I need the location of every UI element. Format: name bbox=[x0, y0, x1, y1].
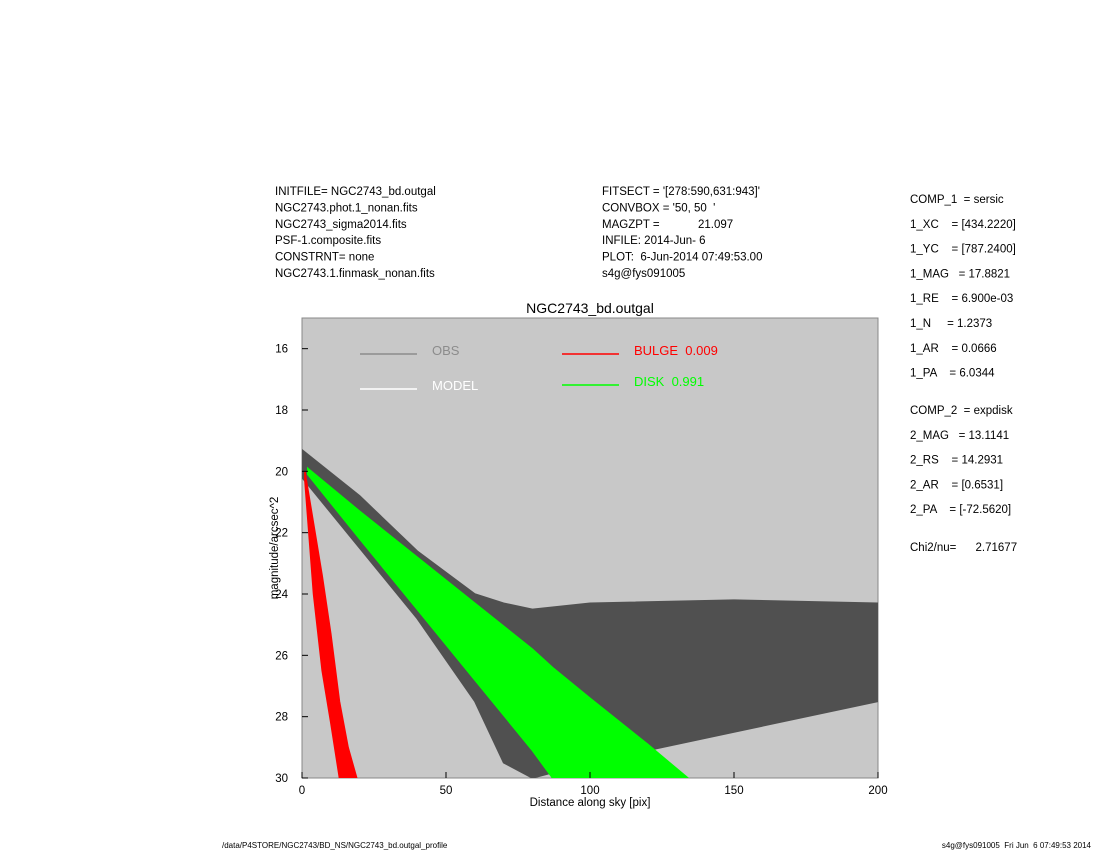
header-left-line: NGC2743.1.finmask_nonan.fits bbox=[275, 268, 435, 280]
y-tick-label: 30 bbox=[275, 773, 288, 785]
y-axis-label: magnitude/arcsec^2 bbox=[269, 497, 281, 600]
x-tick-label: 200 bbox=[868, 785, 887, 797]
header-left-line: NGC2743.phot.1_nonan.fits bbox=[275, 202, 418, 214]
y-tick-label: 16 bbox=[275, 344, 288, 356]
data-band bbox=[304, 471, 358, 778]
comp1-param: 1_RE = 6.900e-03 bbox=[910, 293, 1013, 305]
header-left-line: PSF-1.composite.fits bbox=[275, 235, 381, 247]
x-tick-label: 50 bbox=[440, 785, 453, 797]
chi-square: Chi2/nu= 2.71677 bbox=[910, 542, 1017, 554]
header-middle-line: INFILE: 2014-Jun- 6 bbox=[602, 235, 706, 247]
comp1-param: COMP_1 = sersic bbox=[910, 194, 1004, 206]
header-middle-line: s4g@fys091005 bbox=[602, 268, 685, 280]
x-tick-label: 150 bbox=[724, 785, 743, 797]
header-middle-line: FITSECT = '[278:590,631:943]' bbox=[602, 186, 760, 198]
header-middle-line: CONVBOX = '50, 50 ' bbox=[602, 202, 715, 214]
data-band bbox=[302, 448, 878, 778]
header-left-line: NGC2743_sigma2014.fits bbox=[275, 219, 407, 231]
y-tick-label: 26 bbox=[275, 650, 288, 662]
comp1-param: 1_XC = [434.2220] bbox=[910, 219, 1016, 231]
y-tick-label: 24 bbox=[275, 589, 288, 601]
comp1-param: 1_YC = [787.2400] bbox=[910, 244, 1016, 256]
chart-title: NGC2743_bd.outgal bbox=[526, 300, 654, 316]
footer-left: /data/P4STORE/NGC2743/BD_NS/NGC2743_bd.o… bbox=[222, 841, 448, 850]
header-left-line: INITFILE= NGC2743_bd.outgal bbox=[275, 186, 436, 198]
y-tick-label: 28 bbox=[275, 712, 288, 724]
x-tick-label: 100 bbox=[580, 785, 599, 797]
comp1-param: 1_PA = 6.0344 bbox=[910, 368, 995, 380]
y-tick-label: 22 bbox=[275, 528, 288, 540]
legend-label: MODEL bbox=[432, 378, 478, 393]
comp1-param: 1_AR = 0.0666 bbox=[910, 343, 997, 355]
y-tick-label: 20 bbox=[275, 466, 288, 478]
comp2-param: 2_MAG = 13.1141 bbox=[910, 430, 1009, 442]
x-tick-label: 0 bbox=[299, 785, 305, 797]
comp1-param: 1_MAG = 17.8821 bbox=[910, 268, 1010, 280]
y-tick-label: 18 bbox=[275, 405, 288, 417]
legend-label: DISK 0.991 bbox=[634, 374, 704, 389]
comp2-param: COMP_2 = expdisk bbox=[910, 405, 1013, 417]
legend-label: BULGE 0.009 bbox=[634, 343, 718, 358]
header-middle-line: PLOT: 6-Jun-2014 07:49:53.00 bbox=[602, 252, 762, 264]
comp2-param: 2_RS = 14.2931 bbox=[910, 455, 1003, 467]
header-left-line: CONSTRNT= none bbox=[275, 252, 374, 264]
comp2-param: 2_AR = [0.6531] bbox=[910, 479, 1003, 491]
footer-right: s4g@fys091005 Fri Jun 6 07:49:53 2014 bbox=[942, 841, 1092, 850]
legend-label: OBS bbox=[432, 343, 460, 358]
data-band bbox=[307, 466, 690, 778]
comp2-param: 2_PA = [-72.5620] bbox=[910, 504, 1011, 516]
header-middle-line: MAGZPT = 21.097 bbox=[602, 219, 733, 231]
x-axis-label: Distance along sky [pix] bbox=[530, 797, 651, 809]
comp1-param: 1_N = 1.2373 bbox=[910, 318, 992, 330]
